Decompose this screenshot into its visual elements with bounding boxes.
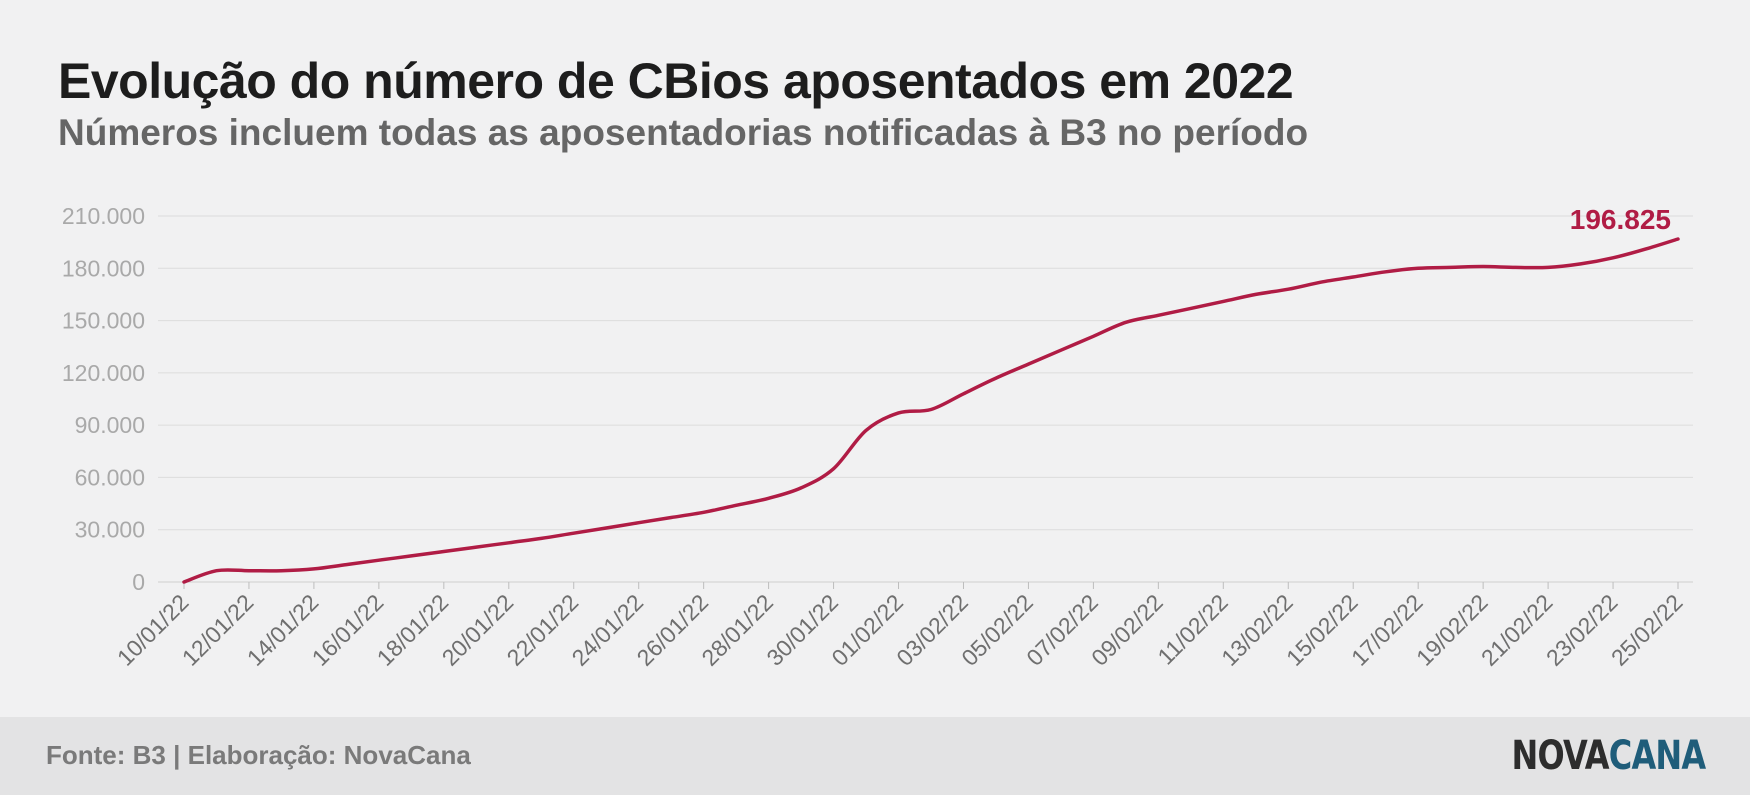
x-tick-label: 12/01/22 bbox=[177, 589, 259, 671]
grid-lines bbox=[158, 215, 1693, 583]
x-tick-label: 01/02/22 bbox=[826, 589, 908, 671]
y-tick-label: 180.000 bbox=[62, 255, 145, 281]
y-tick-label: 90.000 bbox=[75, 412, 145, 438]
y-tick-label: 60.000 bbox=[75, 464, 145, 490]
source-note: Fonte: B3 | Elaboração: NovaCana bbox=[46, 740, 471, 770]
footer-bar bbox=[0, 717, 1750, 795]
line-chart: 0 30.000 60.000 90.000 120.000 150.000 180.000… bbox=[62, 203, 1693, 671]
series: 196.825 bbox=[182, 204, 1680, 584]
x-tick-label: 05/02/22 bbox=[956, 589, 1038, 671]
y-tick-label: 150.000 bbox=[62, 308, 145, 334]
x-tick-label: 14/01/22 bbox=[242, 589, 324, 671]
x-tick-label: 09/02/22 bbox=[1086, 589, 1168, 671]
x-tick-label: 21/02/22 bbox=[1476, 589, 1558, 671]
novacana-logo[interactable]: NOVACANA bbox=[1511, 733, 1706, 779]
y-tick-label: 0 bbox=[132, 569, 145, 595]
x-tick-label: 28/01/22 bbox=[696, 589, 778, 671]
x-tick-label: 13/02/22 bbox=[1216, 589, 1298, 671]
x-tick-label: 07/02/22 bbox=[1021, 589, 1103, 671]
x-tick-label: 24/01/22 bbox=[567, 589, 649, 671]
x-tick-label: 26/01/22 bbox=[631, 589, 713, 671]
chart-title: Evolução do número de CBios aposentados … bbox=[58, 53, 1294, 109]
x-tick-label: 03/02/22 bbox=[891, 589, 973, 671]
x-tick-label: 23/02/22 bbox=[1541, 589, 1623, 671]
x-tick-label: 20/01/22 bbox=[437, 589, 519, 671]
x-tick-label: 18/01/22 bbox=[372, 589, 454, 671]
x-tick-label: 17/02/22 bbox=[1346, 589, 1428, 671]
x-tick-label: 22/01/22 bbox=[502, 589, 584, 671]
logo-part-cana: CANA bbox=[1608, 733, 1705, 779]
end-value-label: 196.825 bbox=[1570, 204, 1671, 235]
chart-subtitle: Números incluem todas as aposentadorias … bbox=[58, 112, 1309, 153]
series-line bbox=[182, 237, 1680, 584]
x-tick-label: 15/02/22 bbox=[1281, 589, 1363, 671]
x-tick-label: 25/02/22 bbox=[1606, 589, 1688, 671]
y-tick-label: 120.000 bbox=[62, 360, 145, 386]
x-tick-label: 16/01/22 bbox=[307, 589, 389, 671]
y-tick-label: 30.000 bbox=[75, 517, 145, 543]
x-tick-label: 10/01/22 bbox=[112, 589, 194, 671]
x-axis-ticks: 10/01/2212/01/2214/01/2216/01/2218/01/22… bbox=[112, 582, 1688, 671]
x-tick-label: 19/02/22 bbox=[1411, 589, 1493, 671]
y-axis-ticks: 0 30.000 60.000 90.000 120.000 150.000 180.000… bbox=[62, 203, 145, 595]
logo-part-nova: NOVA bbox=[1511, 733, 1609, 779]
y-tick-label: 210.000 bbox=[62, 203, 145, 229]
x-tick-label: 30/01/22 bbox=[761, 589, 843, 671]
